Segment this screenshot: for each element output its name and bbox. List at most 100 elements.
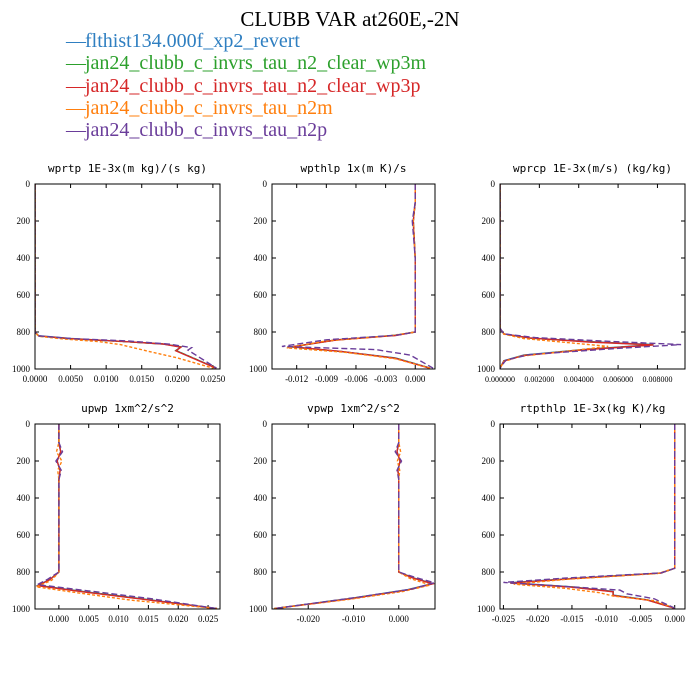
- series-line: [274, 424, 435, 609]
- x-tick-label: 0.010: [108, 614, 129, 624]
- x-tick-label: 0.0250: [201, 374, 226, 384]
- x-tick-label: 0.015: [138, 614, 159, 624]
- legend-item: — jan24_clubb_c_invrs_tau_n2_clear_wp3p: [66, 75, 426, 97]
- legend-label: jan24_clubb_c_invrs_tau_n2p: [85, 119, 328, 142]
- y-tick-label: 800: [17, 567, 31, 577]
- x-tick-label: -0.020: [526, 614, 550, 624]
- legend: — flthist134.000f_xp2_revert — jan24_clu…: [66, 30, 426, 141]
- x-tick-label: -0.006: [344, 374, 368, 384]
- page-title: CLUBB VAR at260E,-2N: [240, 7, 460, 31]
- y-tick-label: 400: [254, 493, 268, 503]
- plot-frame: [271, 423, 436, 610]
- series-line: [274, 424, 434, 609]
- x-tick-label: 0.0200: [165, 374, 190, 384]
- y-tick-label: 0: [263, 419, 268, 429]
- x-tick-label: 0.005: [79, 614, 100, 624]
- y-tick-label: 1000: [12, 364, 31, 374]
- y-tick-label: 600: [254, 290, 268, 300]
- x-tick-label: -0.010: [342, 614, 366, 624]
- x-tick-label: 0.025: [198, 614, 219, 624]
- plot-frame: [499, 183, 686, 370]
- panel-title: vpwp 1xm^2/s^2: [307, 402, 400, 415]
- series-line: [35, 424, 218, 609]
- x-tick-label: -0.010: [595, 614, 619, 624]
- series-line: [503, 424, 676, 609]
- y-tick-label: 200: [254, 456, 268, 466]
- y-tick-label: 0: [263, 179, 268, 189]
- series-line: [510, 424, 676, 609]
- series-line: [500, 184, 682, 369]
- x-tick-label: -0.020: [297, 614, 321, 624]
- y-tick-label: 0: [26, 419, 31, 429]
- x-tick-label: -0.005: [629, 614, 653, 624]
- x-tick-label: 0.0150: [129, 374, 154, 384]
- y-tick-label: 1000: [249, 604, 268, 614]
- series-line: [35, 424, 218, 609]
- x-tick-label: 0.0050: [58, 374, 83, 384]
- y-tick-label: 600: [17, 290, 31, 300]
- x-tick-label: -0.025: [492, 614, 516, 624]
- x-tick-label: -0.015: [560, 614, 584, 624]
- y-tick-label: 200: [482, 216, 496, 226]
- legend-item: — jan24_clubb_c_invrs_tau_n2_clear_wp3m: [66, 52, 426, 74]
- y-tick-label: 200: [254, 216, 268, 226]
- x-tick-label: 0.000: [405, 374, 426, 384]
- x-tick-label: 0.020: [168, 614, 189, 624]
- series-line: [510, 424, 676, 609]
- y-tick-label: 800: [482, 567, 496, 577]
- legend-label: jan24_clubb_c_invrs_tau_n2_clear_wp3p: [85, 74, 421, 97]
- y-tick-label: 400: [17, 493, 31, 503]
- y-tick-label: 800: [254, 567, 268, 577]
- panel-title: wprcp 1E-3x(m/s) (kg/kg): [513, 162, 672, 175]
- x-tick-label: 0.000000: [485, 375, 515, 384]
- y-tick-label: 600: [482, 530, 496, 540]
- series-line: [35, 424, 218, 609]
- x-tick-label: 0.000: [49, 614, 70, 624]
- legend-label: jan24_clubb_c_invrs_tau_n2m: [85, 96, 333, 119]
- series-line: [286, 184, 431, 369]
- x-tick-label: -0.012: [285, 374, 308, 384]
- y-tick-label: 200: [17, 216, 31, 226]
- x-tick-label: 0.0100: [94, 374, 119, 384]
- series-line: [274, 424, 435, 609]
- y-tick-label: 800: [482, 327, 496, 337]
- plot-frame: [34, 183, 221, 370]
- y-tick-label: 400: [17, 253, 31, 263]
- series-line: [35, 184, 217, 369]
- series-line: [291, 184, 431, 369]
- panel-title: wpthlp 1x(m K)/s: [301, 162, 407, 175]
- y-tick-label: 1000: [477, 604, 496, 614]
- series-line: [35, 184, 217, 369]
- y-tick-label: 600: [254, 530, 268, 540]
- x-tick-label: 0.002000: [524, 375, 554, 384]
- x-tick-label: -0.003: [374, 374, 398, 384]
- plot-frame: [34, 423, 221, 610]
- y-tick-label: 400: [482, 493, 496, 503]
- y-tick-label: 0: [26, 179, 31, 189]
- y-tick-label: 200: [482, 456, 496, 466]
- series-line: [500, 184, 654, 369]
- x-tick-label: -0.009: [315, 374, 339, 384]
- y-tick-label: 200: [17, 456, 31, 466]
- plot-frame: [499, 423, 686, 610]
- y-tick-label: 400: [254, 253, 268, 263]
- y-tick-label: 400: [482, 253, 496, 263]
- x-tick-label: 0.000: [665, 614, 686, 624]
- y-tick-label: 800: [254, 327, 268, 337]
- series-line: [291, 184, 431, 369]
- y-tick-label: 1000: [249, 364, 268, 374]
- y-tick-label: 1000: [477, 364, 496, 374]
- y-tick-label: 600: [482, 290, 496, 300]
- x-tick-label: 0.006000: [603, 375, 633, 384]
- y-tick-label: 0: [491, 179, 496, 189]
- x-tick-label: 0.008000: [642, 375, 672, 384]
- panel-title: wprtp 1E-3x(m kg)/(s kg): [48, 162, 207, 175]
- plot-frame: [271, 183, 436, 370]
- series-line: [274, 424, 435, 609]
- legend-label: flthist134.000f_xp2_revert: [85, 30, 300, 52]
- x-tick-label: 0.004000: [564, 375, 594, 384]
- series-line: [35, 424, 218, 609]
- series-line: [35, 184, 217, 369]
- legend-label: jan24_clubb_c_invrs_tau_n2_clear_wp3m: [85, 52, 427, 75]
